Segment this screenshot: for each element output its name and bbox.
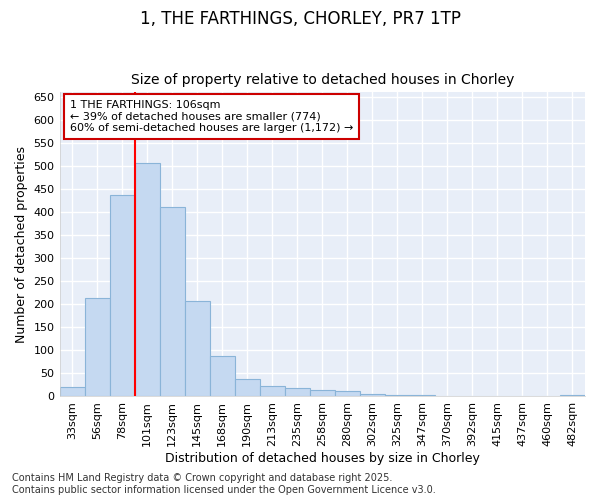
Bar — [560, 395, 585, 396]
Bar — [360, 394, 385, 396]
Bar — [410, 395, 435, 396]
Bar — [310, 390, 335, 396]
Y-axis label: Number of detached properties: Number of detached properties — [15, 146, 28, 343]
Bar — [134, 163, 160, 396]
Bar — [385, 394, 410, 396]
Bar — [185, 301, 209, 396]
Bar — [335, 391, 360, 396]
Bar — [285, 388, 310, 396]
Bar — [59, 387, 85, 396]
Bar — [110, 195, 134, 396]
Text: 1 THE FARTHINGS: 106sqm
← 39% of detached houses are smaller (774)
60% of semi-d: 1 THE FARTHINGS: 106sqm ← 39% of detache… — [70, 100, 353, 133]
Text: Contains HM Land Registry data © Crown copyright and database right 2025.
Contai: Contains HM Land Registry data © Crown c… — [12, 474, 436, 495]
X-axis label: Distribution of detached houses by size in Chorley: Distribution of detached houses by size … — [165, 452, 480, 465]
Bar — [235, 379, 260, 396]
Bar — [260, 386, 285, 396]
Bar — [85, 298, 110, 396]
Bar — [160, 206, 185, 396]
Text: 1, THE FARTHINGS, CHORLEY, PR7 1TP: 1, THE FARTHINGS, CHORLEY, PR7 1TP — [139, 10, 461, 28]
Title: Size of property relative to detached houses in Chorley: Size of property relative to detached ho… — [131, 73, 514, 87]
Bar — [209, 356, 235, 397]
